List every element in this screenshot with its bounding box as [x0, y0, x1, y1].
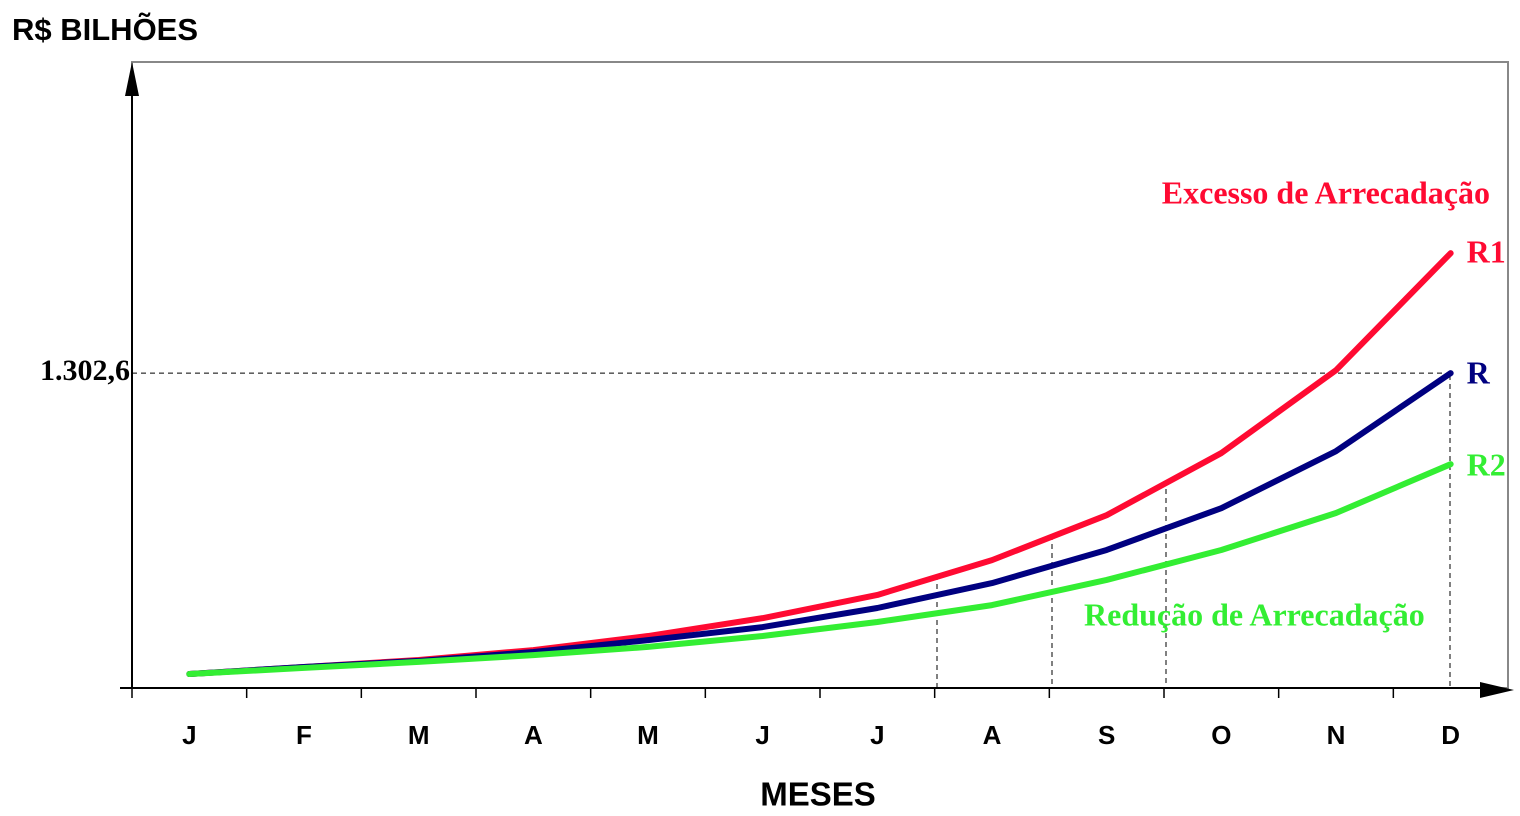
series-line	[186, 461, 1454, 677]
series-label: R	[1467, 354, 1491, 390]
x-tick-label: M	[637, 720, 659, 750]
x-tick-label: A	[983, 720, 1002, 750]
y-axis-arrow	[125, 62, 139, 96]
x-tick-label: S	[1098, 720, 1115, 750]
y-axis-label: R$ BILHÕES	[12, 11, 198, 47]
y-tick-label: 1.302,6	[40, 354, 130, 387]
annotation: Redução de Arrecadação	[1084, 596, 1425, 632]
x-tick-label: F	[296, 720, 312, 750]
x-tick-label: J	[870, 720, 884, 750]
x-tick-label: A	[524, 720, 543, 750]
x-axis-arrow	[1480, 682, 1514, 698]
x-tick-label: J	[755, 720, 769, 750]
x-axis-label: MESES	[760, 776, 876, 813]
x-tick-label: M	[408, 720, 430, 750]
annotation: Excesso de Arrecadação	[1162, 174, 1490, 210]
x-tick-label: J	[182, 720, 196, 750]
x-tick-label: O	[1211, 720, 1231, 750]
series-label: R2	[1467, 446, 1506, 482]
x-tick-label: N	[1327, 720, 1346, 750]
series-label: R1	[1467, 233, 1506, 269]
x-tick-label: D	[1441, 720, 1460, 750]
plot-frame	[131, 61, 1509, 689]
